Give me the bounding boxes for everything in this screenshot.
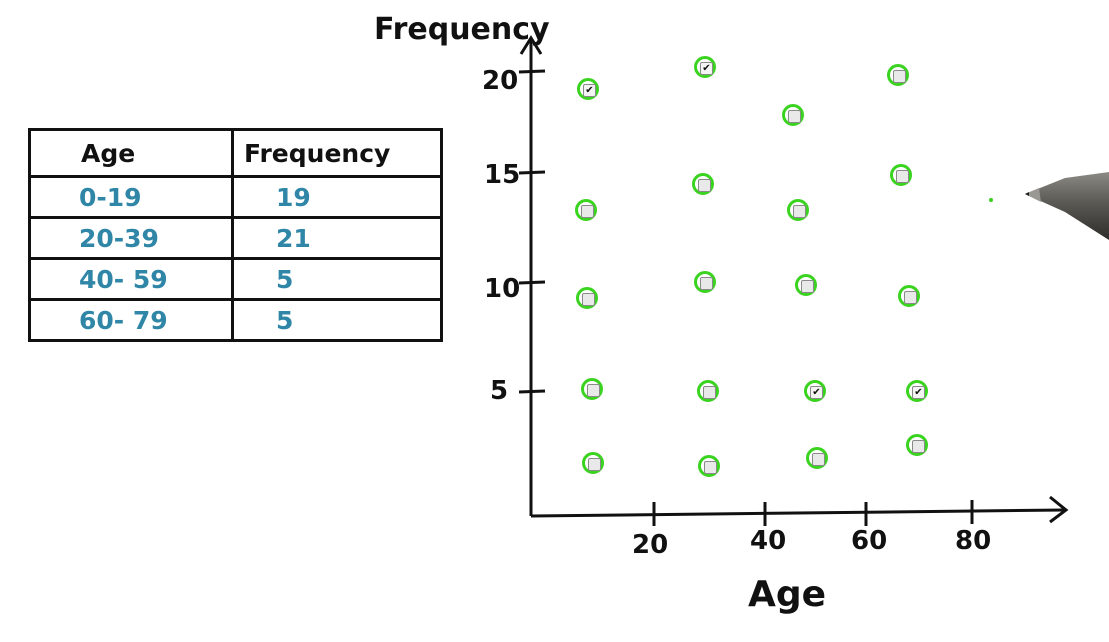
- frequency-table: Age Frequency 0-19 19 20-39 21 40- 59 5 …: [28, 128, 443, 342]
- x-axis-line: [530, 508, 1065, 518]
- x-tick-label: 80: [955, 526, 992, 556]
- age-cell: 60- 79: [28, 298, 234, 342]
- y-tick-mark: [518, 389, 546, 394]
- frequency-cell: 5: [231, 298, 443, 342]
- frequency-cell: 21: [231, 216, 443, 260]
- answer-checkbox[interactable]: [581, 378, 603, 400]
- answer-checkbox[interactable]: [782, 104, 804, 126]
- pen-icon: [1025, 172, 1109, 240]
- answer-checkbox[interactable]: [890, 164, 912, 186]
- answer-checkbox[interactable]: [692, 173, 714, 195]
- answer-checkbox[interactable]: [694, 271, 716, 293]
- y-tick-label: 15: [484, 160, 521, 190]
- table-row: 60- 79 5: [28, 298, 443, 342]
- answer-checkbox[interactable]: [795, 274, 817, 296]
- y-axis-title: Frequency: [374, 12, 550, 47]
- answer-checkbox[interactable]: ✔: [804, 380, 826, 402]
- answer-checkbox[interactable]: [582, 452, 604, 474]
- answer-checkbox[interactable]: [575, 199, 597, 221]
- checkmark-icon: ✔: [583, 84, 596, 97]
- y-tick-label: 20: [482, 66, 519, 96]
- stray-dot: [989, 198, 993, 202]
- y-axis-arrowhead: [519, 35, 543, 55]
- x-axis-arrowhead: [1049, 495, 1069, 524]
- header-frequency: Frequency: [231, 128, 443, 178]
- answer-checkbox[interactable]: [898, 285, 920, 307]
- y-tick-mark: [518, 170, 546, 175]
- y-tick-mark: [518, 280, 546, 285]
- answer-checkbox[interactable]: ✔: [906, 380, 928, 402]
- x-tick-label: 20: [632, 530, 669, 560]
- answer-checkbox[interactable]: ✔: [694, 56, 716, 78]
- answer-checkbox[interactable]: [806, 447, 828, 469]
- answer-checkbox[interactable]: [698, 455, 720, 477]
- checkmark-icon: ✔: [810, 386, 823, 399]
- table-row: 40- 59 5: [28, 257, 443, 301]
- frequency-cell: 5: [231, 257, 443, 301]
- answer-checkbox[interactable]: ✔: [577, 78, 599, 100]
- table-row: 20-39 21: [28, 216, 443, 260]
- table-row: 0-19 19: [28, 175, 443, 219]
- checkmark-icon: ✔: [700, 62, 713, 75]
- checkmark-icon: ✔: [912, 386, 925, 399]
- x-tick-label: 60: [851, 526, 888, 556]
- x-axis-title: Age: [748, 574, 827, 615]
- table-header-row: Age Frequency: [28, 128, 443, 178]
- age-cell: 0-19: [28, 175, 234, 219]
- y-tick-mark: [518, 69, 546, 74]
- frequency-cell: 19: [231, 175, 443, 219]
- answer-checkbox[interactable]: [906, 434, 928, 456]
- answer-checkbox[interactable]: [787, 199, 809, 221]
- y-tick-label: 5: [490, 376, 509, 406]
- age-cell: 40- 59: [28, 257, 234, 301]
- y-tick-label: 10: [484, 274, 521, 304]
- header-age: Age: [28, 128, 234, 178]
- answer-checkbox[interactable]: [887, 64, 909, 86]
- x-tick-label: 40: [750, 526, 787, 556]
- answer-checkbox[interactable]: [697, 380, 719, 402]
- answer-checkbox[interactable]: [576, 287, 598, 309]
- age-cell: 20-39: [28, 216, 234, 260]
